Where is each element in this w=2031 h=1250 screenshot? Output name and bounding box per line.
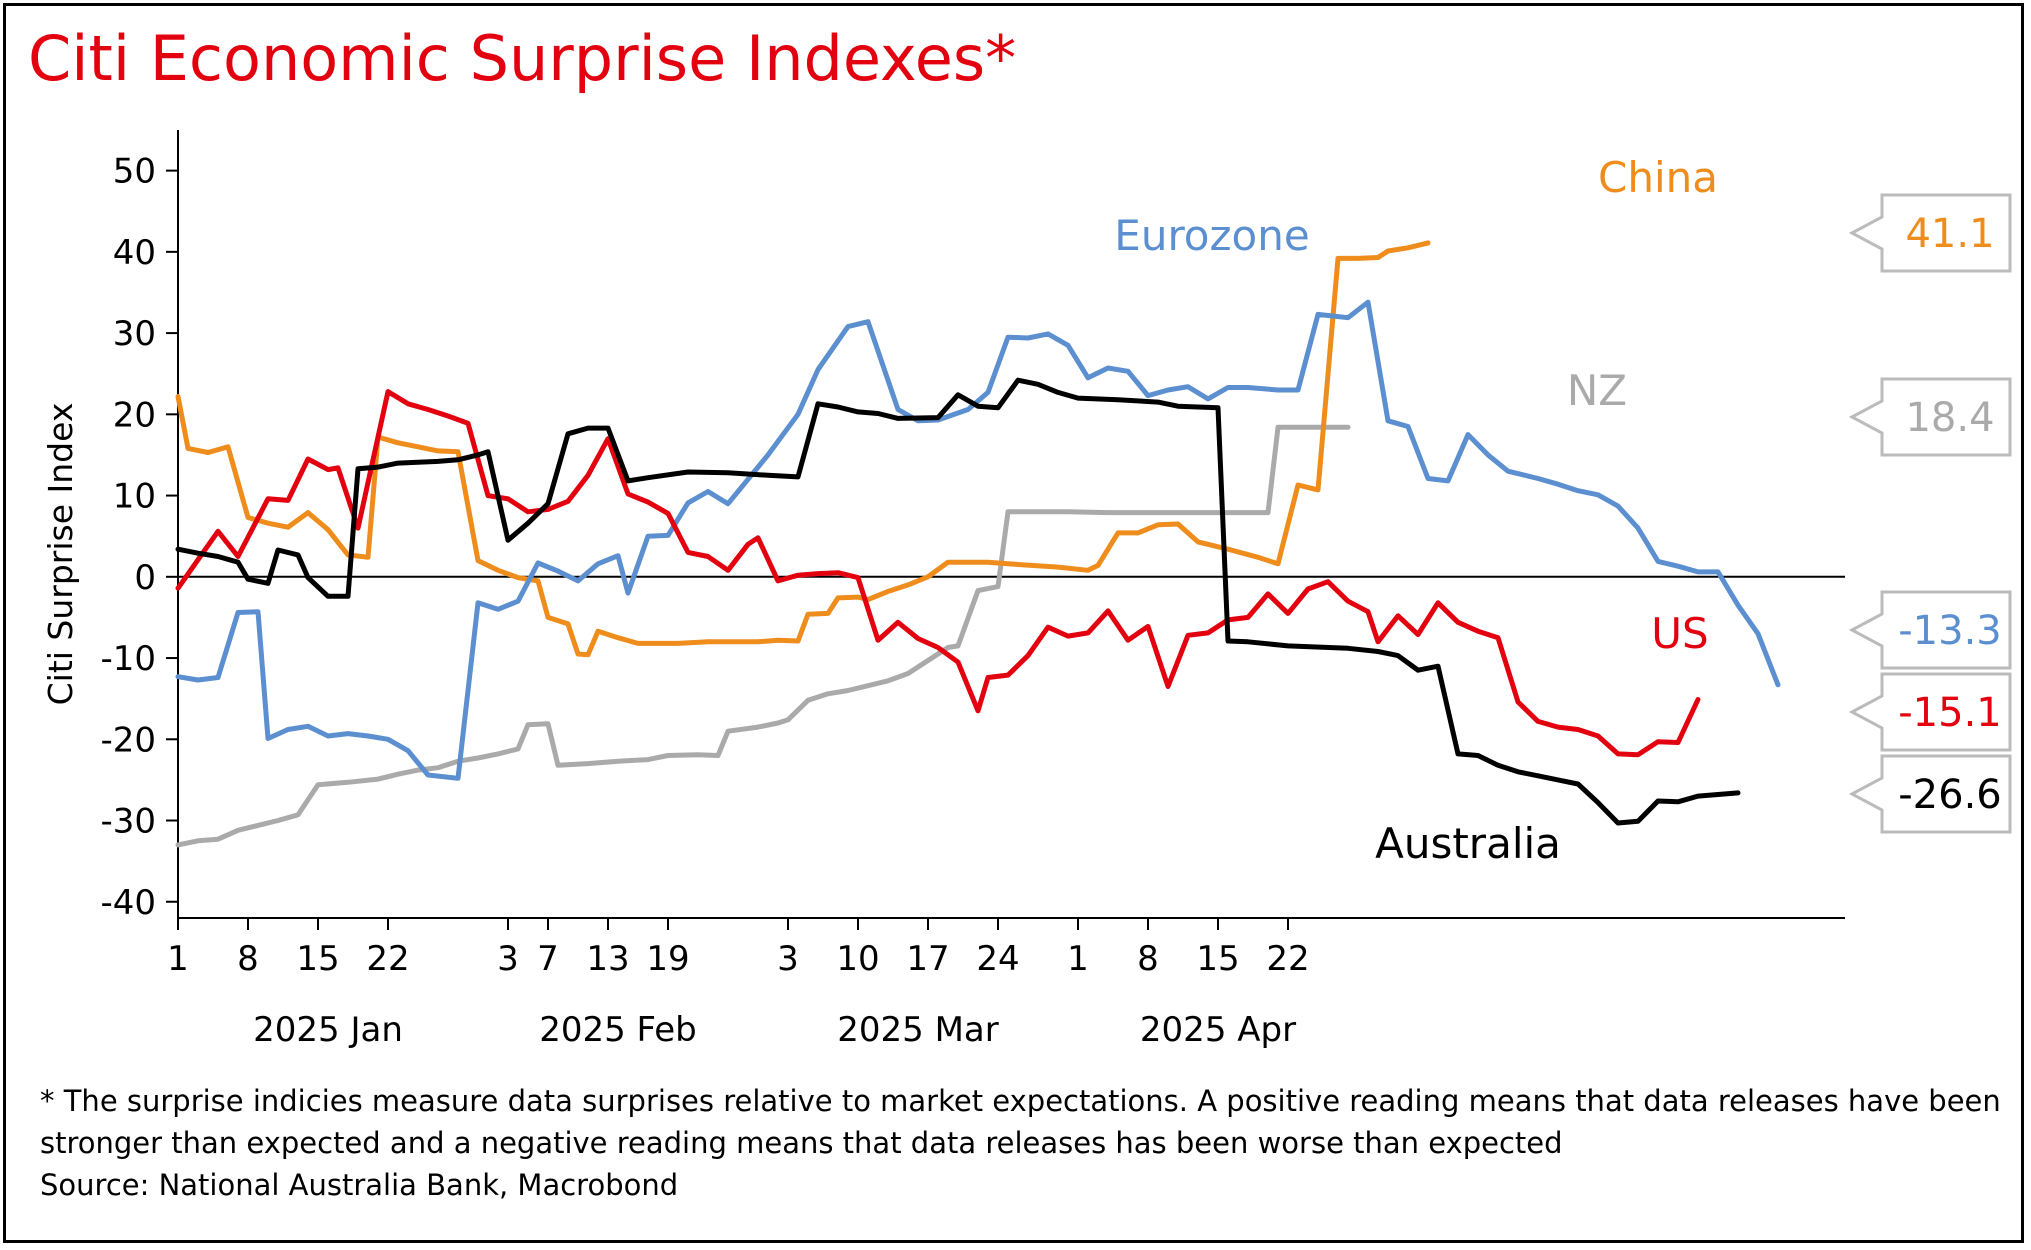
end-value-label: -26.6	[1898, 772, 2002, 818]
x-tick-label: 17	[906, 939, 949, 979]
end-value-label: 18.4	[1905, 395, 1994, 441]
x-month-label: 2025 Jan	[253, 1010, 403, 1050]
chart-title: Citi Economic Surprise Indexes*	[28, 22, 1017, 95]
x-tick-label: 8	[1137, 939, 1159, 979]
y-tick-label: 50	[113, 152, 156, 192]
end-callout-australia: -26.6	[1848, 754, 2012, 834]
y-tick-label: -20	[100, 720, 156, 760]
series-lines	[175, 240, 1781, 848]
y-tick-label: -30	[100, 802, 156, 842]
y-axis-title: Citi Surprise Index	[41, 403, 80, 706]
x-tick-label: 7	[537, 939, 559, 979]
series-label-us: US	[1651, 609, 1708, 658]
series-name-labels: China Eurozone NZ US Australia	[1114, 153, 1718, 868]
series-label-eurozone: Eurozone	[1114, 211, 1309, 260]
footnote: * The surprise indicies measure data sur…	[40, 1080, 2001, 1206]
series-line-australia	[175, 377, 1741, 826]
footnote-line-1: * The surprise indicies measure data sur…	[40, 1084, 2001, 1118]
x-tick-label: 22	[366, 939, 409, 979]
series-line-us	[175, 389, 1701, 758]
x-tick-label: 3	[497, 939, 519, 979]
source-note: Source: National Australia Bank, Macrobo…	[40, 1168, 679, 1202]
x-tick-label: 24	[976, 939, 1019, 979]
series-label-australia: Australia	[1375, 819, 1561, 868]
end-callout-box	[1848, 377, 2012, 457]
x-tick-label: 15	[296, 939, 339, 979]
x-tick-label: 3	[777, 939, 799, 979]
x-month-label: 2025 Mar	[837, 1010, 999, 1050]
y-tick-label: -10	[100, 639, 156, 679]
series-line-china	[175, 240, 1431, 658]
y-tick-label: -40	[100, 883, 156, 923]
end-value-label: 41.1	[1905, 211, 1994, 257]
x-tick-label: 19	[646, 939, 689, 979]
end-callout-box	[1848, 193, 2012, 273]
series-line-eurozone	[175, 299, 1781, 781]
y-tick-label: 30	[113, 314, 156, 354]
y-tick-label: 40	[113, 233, 156, 273]
series-label-china: China	[1598, 153, 1718, 202]
end-callout-china: 41.1	[1848, 193, 2012, 273]
end-value-label: -13.3	[1898, 608, 2002, 654]
y-tick-label: 20	[113, 395, 156, 435]
series-label-nz: NZ	[1567, 366, 1627, 415]
x-month-label: 2025 Apr	[1140, 1010, 1296, 1050]
end-callout-box	[1848, 672, 2012, 752]
end-callout-nz: 18.4	[1848, 377, 2012, 457]
chart-axes: 50 40 30 20 10 0 -10 -20 -30 -40 Citi Surprise Ind…	[41, 130, 1845, 1050]
end-callout-box	[1848, 754, 2012, 834]
footnote-line-2: stronger than expected and a negative re…	[40, 1126, 1563, 1160]
y-tick-label: 10	[113, 477, 156, 517]
x-tick-label: 15	[1196, 939, 1239, 979]
x-tick-label: 10	[836, 939, 879, 979]
x-tick-label: 1	[1067, 939, 1089, 979]
end-value-labels: 18.4 41.1 -13.3 -15.1 -26.6	[1848, 193, 2012, 834]
x-tick-label: 8	[237, 939, 259, 979]
x-month-label: 2025 Feb	[539, 1010, 697, 1050]
x-tick-label: 22	[1266, 939, 1309, 979]
chart-frame	[3, 3, 2024, 1243]
series-line-nz	[175, 424, 1351, 848]
end-value-label: -15.1	[1898, 690, 2002, 736]
end-callout-box	[1848, 590, 2012, 670]
end-callout-us: -15.1	[1848, 672, 2012, 752]
x-tick-label: 13	[586, 939, 629, 979]
end-callout-eurozone: -13.3	[1848, 590, 2012, 670]
x-tick-label: 1	[167, 939, 189, 979]
y-tick-label: 0	[134, 558, 156, 598]
